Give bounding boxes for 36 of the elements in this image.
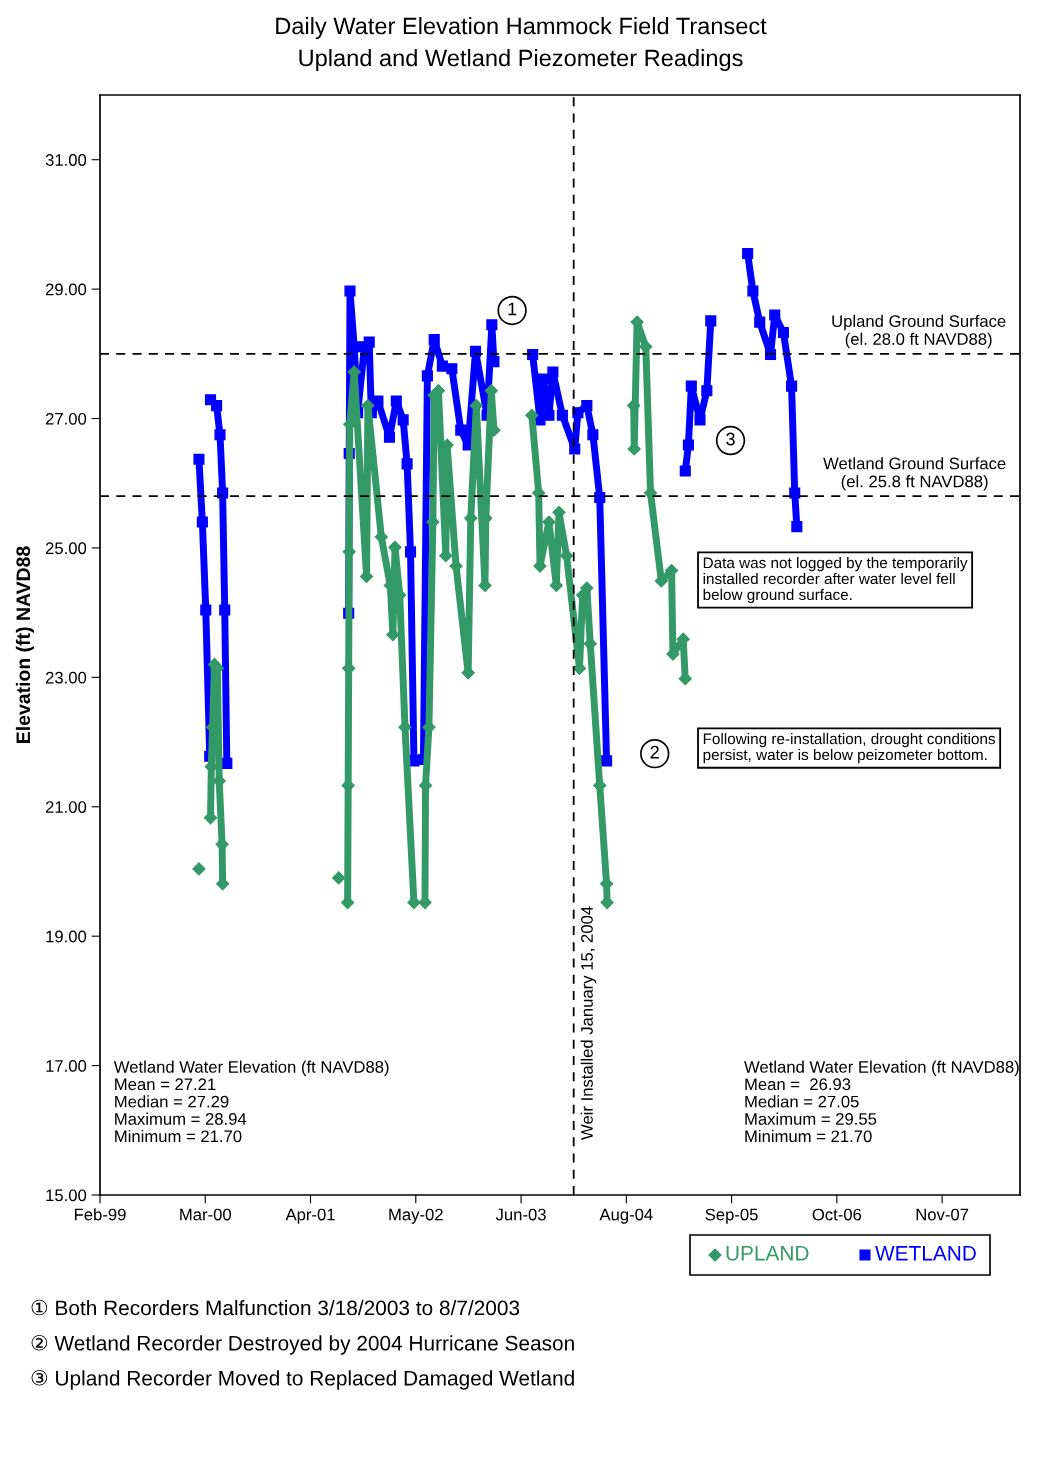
y-tick-label: 27.00 [45, 412, 87, 425]
legend-label: UPLAND [726, 1246, 809, 1261]
x-tick-label: Apr-01 [285, 1208, 335, 1224]
ref-line-label: Upland Ground Surface (el. 28.0 ft NAVD88) [832, 314, 1006, 349]
y-tick-label: 25.00 [45, 542, 87, 555]
y-tick-label: 15.00 [46, 1189, 87, 1202]
ref-line-label: Wetland Ground Surface (el. 25.8 ft NAVD88) [823, 457, 1006, 491]
annotation: Data was not logged by the temporarily installed recorder after water level fell below ground surface. [703, 557, 968, 604]
text: ③ Upland Recorder Moved to Replaced Damaged Wetland [31, 1370, 574, 1390]
y-axis-title: Elevation (ft) NAVD88 [15, 546, 34, 743]
chart-subtitle: Upland and Wetland Piezometer Readings [299, 49, 743, 72]
annotation: Wetland Water Elevation (ft NAVD88) Mean = 26.93 Median = 27.05 Maximum = 29.55 Minimum = 21.70 [744, 1060, 1019, 1143]
x-tick-label: Nov-07 [916, 1208, 969, 1221]
text: ① Both Recorders Malfunction 3/18/2003 to 8/7/2003 [31, 1299, 520, 1316]
y-tick-label: 19.00 [46, 930, 87, 943]
y-tick-label: 31.00 [45, 154, 87, 166]
chart-title: Daily Water Elevation Hammock Field Transect [276, 17, 767, 40]
y-tick-label: 23.00 [45, 671, 87, 684]
annotation: 2 [650, 745, 659, 759]
y-tick-label: 17.00 [46, 1059, 87, 1072]
legend-label: WETLAND [875, 1246, 976, 1261]
x-tick-label: Oct-06 [812, 1208, 862, 1221]
y-tick-label: 29.00 [45, 283, 87, 296]
ref-line-label: Weir Installed January 15, 2004 [580, 906, 597, 1140]
x-tick-label: Sep-05 [705, 1208, 758, 1224]
x-tick-label: May-02 [389, 1208, 443, 1224]
y-tick-label: 21.00 [45, 801, 87, 813]
annotation: 3 [726, 432, 735, 446]
annotation: Following re-installation, drought conditions persist, water is below peizometer bottom. [703, 733, 996, 764]
x-tick-label: Jun-03 [495, 1208, 546, 1221]
x-tick-label: Aug-04 [599, 1208, 653, 1224]
text: ② Wetland Recorder Destroyed by 2004 Hurricane Season [31, 1335, 574, 1355]
x-tick-label: Feb-99 [74, 1208, 126, 1221]
annotation: 1 [508, 302, 517, 316]
annotation: Wetland Water Elevation (ft NAVD88) Mean = 27.21 Median = 27.29 Maximum = 28.94 Minimum = 21.70 [113, 1060, 389, 1143]
x-tick-label: Mar-00 [180, 1208, 232, 1221]
